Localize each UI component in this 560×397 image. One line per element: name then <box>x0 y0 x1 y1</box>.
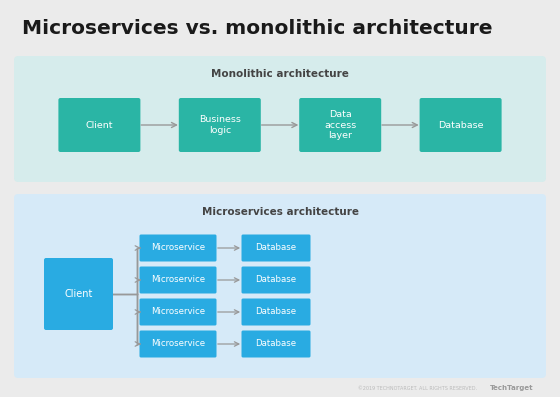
FancyBboxPatch shape <box>241 330 310 358</box>
FancyBboxPatch shape <box>241 299 310 326</box>
FancyBboxPatch shape <box>58 98 141 152</box>
FancyBboxPatch shape <box>14 194 546 378</box>
Text: Client: Client <box>86 121 113 129</box>
Text: ©2019 TECHNOTARGET. ALL RIGHTS RESERVED.: ©2019 TECHNOTARGET. ALL RIGHTS RESERVED. <box>358 386 477 391</box>
FancyBboxPatch shape <box>139 235 217 262</box>
Text: Microservices architecture: Microservices architecture <box>202 207 358 217</box>
FancyBboxPatch shape <box>139 299 217 326</box>
Text: Microservice: Microservice <box>151 276 205 285</box>
Text: Database: Database <box>438 121 483 129</box>
FancyBboxPatch shape <box>44 258 113 330</box>
Text: Database: Database <box>255 308 297 316</box>
Text: Microservice: Microservice <box>151 339 205 349</box>
FancyBboxPatch shape <box>139 266 217 293</box>
FancyBboxPatch shape <box>139 330 217 358</box>
FancyBboxPatch shape <box>179 98 261 152</box>
FancyBboxPatch shape <box>241 235 310 262</box>
FancyBboxPatch shape <box>419 98 502 152</box>
FancyBboxPatch shape <box>241 266 310 293</box>
Text: Database: Database <box>255 339 297 349</box>
Text: Microservice: Microservice <box>151 243 205 252</box>
Text: Data
access
layer: Data access layer <box>324 110 356 140</box>
FancyBboxPatch shape <box>299 98 381 152</box>
Text: Database: Database <box>255 243 297 252</box>
FancyBboxPatch shape <box>14 56 546 182</box>
Text: TechTarget: TechTarget <box>490 385 534 391</box>
Text: Database: Database <box>255 276 297 285</box>
Text: Monolithic architecture: Monolithic architecture <box>211 69 349 79</box>
Text: Client: Client <box>64 289 93 299</box>
Text: Microservice: Microservice <box>151 308 205 316</box>
Text: Microservices vs. monolithic architecture: Microservices vs. monolithic architectur… <box>22 19 492 37</box>
Text: Business
logic: Business logic <box>199 115 241 135</box>
